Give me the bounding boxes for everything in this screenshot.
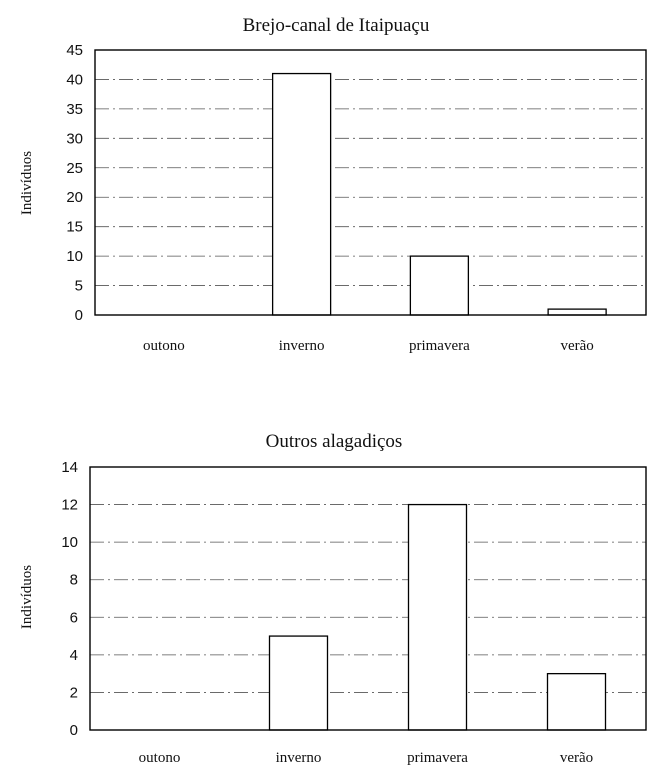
y-tick-label: 25 [66,160,83,177]
x-tick-label: inverno [279,338,325,354]
y-tick-label: 4 [70,647,78,664]
y-tick-label: 14 [61,459,78,476]
y-tick-label: 8 [70,572,78,589]
x-tick-label: outono [139,750,181,766]
chart-brejo-canal: Brejo-canal de Itaipuaçu Indivíduos 0 5 10… [19,15,647,354]
bar-primavera [407,503,468,731]
y-tick-label: 15 [66,219,83,236]
chart-title: Brejo-canal de Itaipuaçu [243,15,430,36]
y-tick-label: 2 [70,684,78,701]
chart-title: Outros alagadiços [266,431,403,452]
y-tick-label: 20 [66,189,83,206]
chart-outros-alagadicos: Outros alagadiços Indivíduos 0 2 4 6 8 10 12 14… [19,431,647,766]
plot-frame [89,466,647,731]
y-tick-label: 10 [61,534,78,551]
y-tick-label: 0 [70,722,78,739]
bar-inverno [271,72,332,316]
bar-inverno [268,635,329,731]
x-tick-label: outono [143,338,185,354]
y-tick-label: 10 [66,248,83,265]
bar-primavera [409,255,470,316]
y-axis-label: Indivíduos [19,151,35,215]
y-tick-label: 5 [75,278,83,295]
y-tick-label: 45 [66,42,83,59]
y-tick-label: 30 [66,130,83,147]
y-tick-label: 35 [66,101,83,118]
y-tick-label: 6 [70,609,78,626]
bar-verão [547,308,607,316]
bar-verão [546,672,607,731]
y-tick-label: 0 [75,307,83,324]
x-tick-label: inverno [276,750,322,766]
x-tick-label: primavera [409,338,470,354]
y-tick-label: 40 [66,71,83,88]
x-tick-label: verão [560,338,593,354]
x-tick-label: primavera [407,750,468,766]
x-tick-label: verão [560,750,593,766]
plot-frame [94,49,647,316]
y-axis-label: Indivíduos [19,565,35,629]
y-tick-label: 12 [61,497,78,514]
